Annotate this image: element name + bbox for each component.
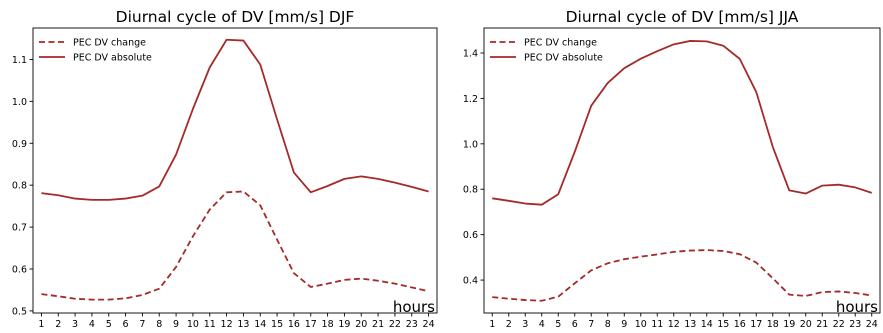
series-line-absolute (41, 38, 429, 201)
plot-area: 1 2 3 4 5 6 7 8 9 10 11 12 13 14 15 16 17 18 19 20 21 22 23 240… (12, 27, 438, 330)
x-tick-label: 9 (173, 319, 179, 330)
legend: PEC DV change PEC DV absolute (39, 38, 152, 64)
x-tick-label: 9 (621, 319, 627, 330)
y-tick-label: 1.1 (12, 55, 27, 66)
y-tick-label: 0.6 (12, 264, 27, 275)
y-tick-label: 0.6 (463, 230, 478, 241)
x-tick-label: 8 (156, 319, 162, 330)
x-tick-label: 23 (849, 319, 861, 330)
x-tick-label: 14 (701, 319, 713, 330)
x-axis-label: hours (836, 298, 878, 316)
legend: PEC DV change PEC DV absolute (490, 38, 603, 64)
x-tick-label: 1 (489, 319, 495, 330)
y-tick-label: 0.8 (463, 185, 478, 196)
x-tick-label: 16 (734, 319, 746, 330)
x-tick-label: 2 (506, 319, 512, 330)
x-tick-label: 1 (38, 319, 44, 330)
x-tick-label: 22 (833, 319, 845, 330)
x-tick-label: 12 (221, 319, 233, 330)
x-tick-label: 7 (139, 319, 145, 330)
x-tick-label: 20 (355, 319, 367, 330)
series-line-change (41, 190, 429, 301)
x-tick-label: 7 (588, 319, 594, 330)
x-tick-label: 10 (635, 319, 647, 330)
x-tick-label: 8 (605, 319, 611, 330)
x-tick-label: 22 (389, 319, 401, 330)
x-tick-label: 18 (322, 319, 334, 330)
x-tick-label: 18 (767, 319, 779, 330)
x-tick-label: 3 (522, 319, 528, 330)
x-tick-label: 19 (783, 319, 795, 330)
legend-label-absolute: PEC DV absolute (524, 53, 603, 64)
x-tick-label: 15 (717, 319, 729, 330)
plot-frame (483, 27, 881, 314)
legend-label-change: PEC DV change (73, 38, 146, 49)
x-tick-label: 14 (254, 319, 266, 330)
x-tick-label: 10 (187, 319, 199, 330)
x-tick-label: 6 (123, 319, 129, 330)
y-tick-label: 0.7 (12, 223, 27, 234)
x-tick-label: 11 (651, 319, 663, 330)
x-tick-label: 2 (55, 319, 61, 330)
y-tick-label: 1.0 (463, 139, 478, 150)
series-line-absolute (492, 40, 873, 206)
x-tick-label: 6 (572, 319, 578, 330)
x-tick-label: 23 (406, 319, 418, 330)
x-tick-label: 4 (539, 319, 545, 330)
legend-label-change: PEC DV change (524, 38, 597, 49)
x-tick-label: 20 (800, 319, 812, 330)
y-tick-label: 0.4 (463, 276, 478, 287)
x-tick-label: 11 (204, 319, 216, 330)
plot-area: 1 2 3 4 5 6 7 8 9 10 11 12 13 14 15 16 17 18 19 20 21 22 23 240… (463, 27, 881, 330)
x-tick-label: 21 (816, 319, 828, 330)
x-tick-label: 19 (338, 319, 350, 330)
x-tick-label: 4 (89, 319, 95, 330)
x-tick-label: 5 (555, 319, 561, 330)
x-tick-label: 24 (866, 319, 878, 330)
y-tick-label: 0.8 (12, 181, 27, 192)
x-tick-label: 16 (288, 319, 300, 330)
plot-frame (32, 27, 438, 314)
x-tick-label: 15 (271, 319, 283, 330)
x-axis-label: hours (393, 298, 435, 316)
y-tick-label: 0.9 (12, 139, 27, 150)
y-tick-label: 0.5 (12, 306, 27, 317)
legend-label-absolute: PEC DV absolute (73, 53, 152, 64)
x-tick-label: 24 (423, 319, 435, 330)
chart-title: Diurnal cycle of DV [mm/s] JJA (566, 8, 799, 26)
x-tick-label: 13 (237, 319, 249, 330)
x-tick-label: 3 (72, 319, 78, 330)
x-tick-label: 17 (305, 319, 317, 330)
y-tick-label: 1.4 (463, 48, 478, 59)
x-tick-label: 21 (372, 319, 384, 330)
y-tick-label: 1.0 (12, 97, 27, 108)
y-tick-label: 1.2 (463, 94, 478, 105)
x-tick-label: 13 (684, 319, 696, 330)
x-tick-label: 5 (106, 319, 112, 330)
x-tick-label: 17 (750, 319, 762, 330)
chart-title: Diurnal cycle of DV [mm/s] DJF (116, 8, 355, 26)
series-line-change (492, 249, 872, 302)
x-tick-label: 12 (668, 319, 680, 330)
